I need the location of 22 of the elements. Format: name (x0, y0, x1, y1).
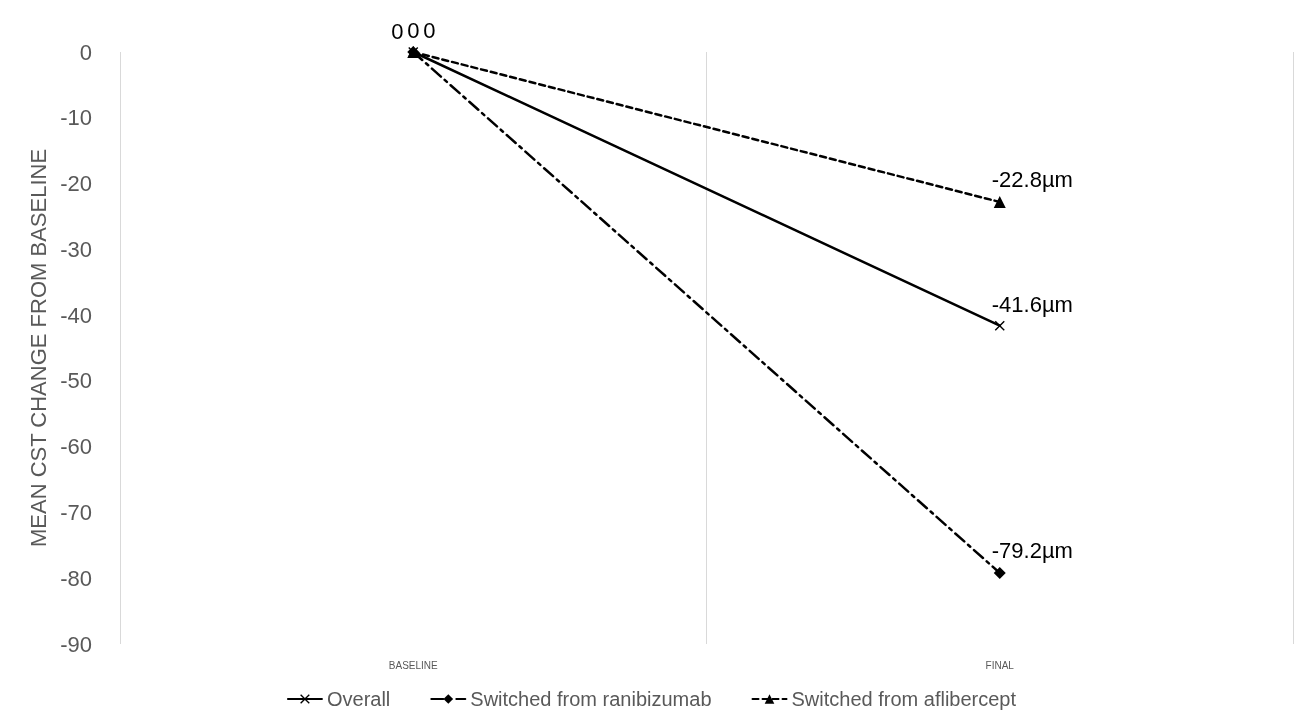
x-tick-label: FINAL (985, 659, 1015, 671)
data-label: -79.2µm (991, 538, 1073, 564)
y-tick-label: -60 (60, 434, 92, 460)
legend-label: Switched from ranibizumab (470, 688, 712, 710)
data-label: -41.6µm (991, 292, 1073, 318)
data-label: 0 (423, 17, 436, 43)
legend-label: Switched from aflibercept (791, 688, 1017, 710)
y-tick-label: 0 (79, 39, 92, 65)
y-axis-title: MEAN CST CHANGE FROM BASELINE (25, 148, 51, 548)
legend-label: Overall (326, 688, 391, 710)
y-tick-label: -70 (60, 499, 92, 525)
x-tick-label: BASELINE (388, 659, 439, 671)
y-tick-label: -10 (60, 105, 92, 131)
data-label: 0 (391, 18, 404, 44)
data-label: 0 (407, 17, 420, 43)
y-tick-label: -50 (60, 368, 92, 394)
y-tick-label: -20 (60, 171, 92, 197)
y-tick-label: -30 (60, 236, 92, 262)
y-tick-label: -40 (60, 302, 92, 328)
data-label: -22.8µm (991, 167, 1073, 193)
y-tick-label: -80 (60, 565, 92, 591)
y-tick-label: -90 (60, 631, 92, 657)
